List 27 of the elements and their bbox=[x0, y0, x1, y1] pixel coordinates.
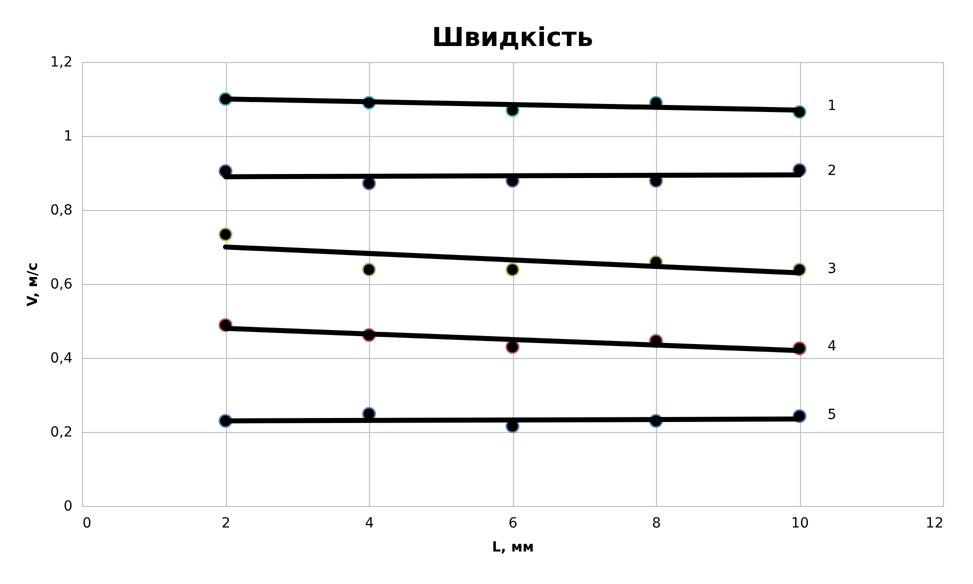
x-axis-title: L, мм bbox=[492, 540, 534, 556]
annotation: 3 bbox=[828, 260, 836, 277]
x-tick-label: 0 bbox=[82, 516, 92, 532]
y-tick-label: 0 bbox=[64, 498, 72, 514]
point bbox=[506, 340, 520, 354]
y-tick-label: 1,2 bbox=[50, 54, 72, 70]
y-tick-label: 0,2 bbox=[50, 424, 72, 440]
y-axis-title: V, м/с bbox=[25, 262, 42, 307]
point bbox=[362, 176, 376, 190]
x-tick-label: 4 bbox=[365, 516, 374, 532]
annotation: 5 bbox=[828, 407, 836, 424]
y-tick-label: 1 bbox=[64, 128, 72, 144]
annotation: 2 bbox=[828, 162, 836, 179]
x-tick-label: 12 bbox=[926, 516, 944, 532]
y-tick-label: 0,6 bbox=[50, 276, 73, 292]
point bbox=[218, 228, 232, 242]
x-tick-label: 2 bbox=[222, 516, 230, 532]
x-tick-label: 10 bbox=[791, 516, 809, 532]
y-tick-label: 0,8 bbox=[50, 202, 72, 218]
y-tick-label: 0,4 bbox=[50, 350, 73, 366]
annotation: 4 bbox=[828, 338, 836, 355]
chart-title: Швидкість bbox=[432, 23, 594, 53]
point bbox=[362, 262, 376, 276]
annotation: 1 bbox=[828, 98, 836, 114]
x-tick-label: 6 bbox=[508, 516, 518, 532]
x-tick-label: 8 bbox=[652, 516, 661, 532]
point bbox=[506, 262, 520, 276]
